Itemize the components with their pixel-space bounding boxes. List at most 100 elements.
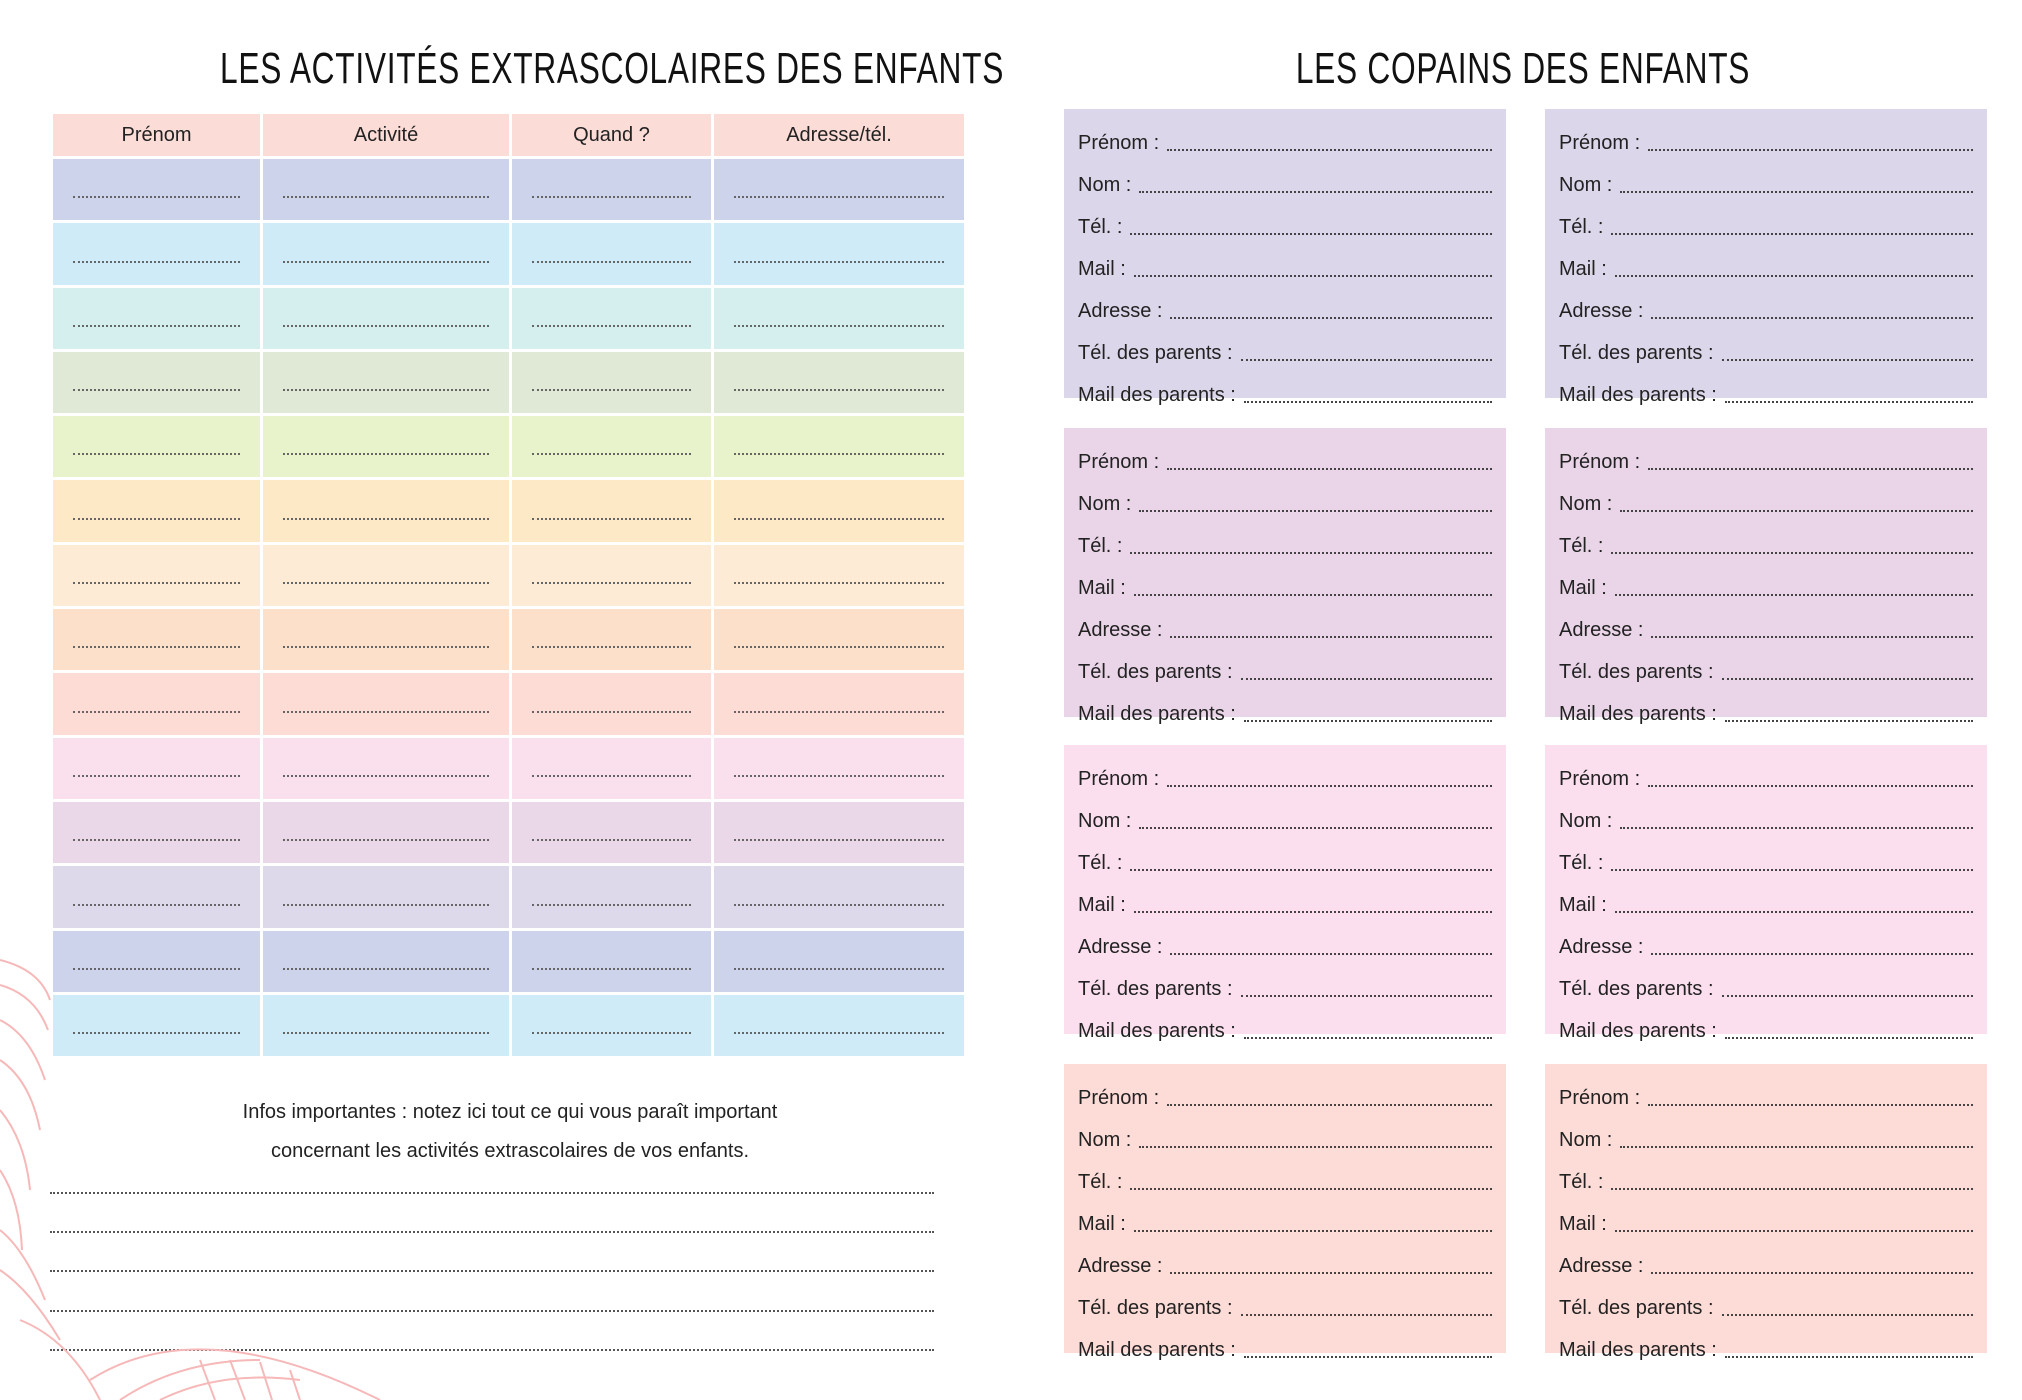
friend-field[interactable]: Mail : <box>1078 879 1492 921</box>
friend-field[interactable]: Nom : <box>1559 1114 1973 1156</box>
table-cell[interactable] <box>509 413 714 481</box>
table-cell[interactable] <box>509 155 714 224</box>
friend-field[interactable]: Mail : <box>1078 243 1492 285</box>
friend-field[interactable]: Mail des parents : <box>1078 1005 1492 1047</box>
friend-field[interactable]: Mail des parents : <box>1078 1324 1492 1366</box>
notes-line[interactable] <box>50 1231 934 1233</box>
notes-line[interactable] <box>50 1270 934 1272</box>
table-cell[interactable] <box>50 606 263 674</box>
table-cell[interactable] <box>260 734 512 802</box>
friend-field[interactable]: Mail : <box>1559 243 1973 285</box>
friend-field[interactable]: Tél. des parents : <box>1078 646 1492 688</box>
table-cell[interactable] <box>50 734 263 802</box>
friend-field[interactable]: Nom : <box>1078 795 1492 837</box>
friend-field[interactable]: Tél. : <box>1078 201 1492 243</box>
table-cell[interactable] <box>260 348 512 417</box>
friend-field[interactable]: Adresse : <box>1078 1240 1492 1282</box>
table-cell[interactable] <box>260 863 512 931</box>
table-cell[interactable] <box>509 284 714 352</box>
table-cell[interactable] <box>711 991 967 1060</box>
table-cell[interactable] <box>50 670 263 738</box>
friend-field[interactable]: Nom : <box>1078 1114 1492 1156</box>
table-cell[interactable] <box>50 284 263 352</box>
friend-field[interactable]: Prénom : <box>1078 753 1492 795</box>
table-cell[interactable] <box>711 927 967 995</box>
friend-field[interactable]: Prénom : <box>1559 117 1973 159</box>
friend-field[interactable]: Adresse : <box>1078 921 1492 963</box>
friend-field[interactable]: Mail : <box>1559 562 1973 604</box>
table-cell[interactable] <box>711 155 967 224</box>
table-cell[interactable] <box>711 413 967 481</box>
table-cell[interactable] <box>711 670 967 738</box>
table-cell[interactable] <box>711 348 967 417</box>
table-cell[interactable] <box>260 541 512 610</box>
friend-field[interactable]: Tél. : <box>1559 520 1973 562</box>
friend-field[interactable]: Adresse : <box>1078 285 1492 327</box>
table-cell[interactable] <box>260 284 512 352</box>
table-cell[interactable] <box>509 670 714 738</box>
friend-field[interactable]: Adresse : <box>1559 1240 1973 1282</box>
friend-field[interactable]: Mail : <box>1078 562 1492 604</box>
table-cell[interactable] <box>509 541 714 610</box>
table-cell[interactable] <box>260 413 512 481</box>
friend-field[interactable]: Prénom : <box>1559 753 1973 795</box>
friend-field[interactable]: Tél. : <box>1078 520 1492 562</box>
friend-field[interactable]: Prénom : <box>1559 1072 1973 1114</box>
friend-field[interactable]: Tél. des parents : <box>1078 327 1492 369</box>
friend-field[interactable]: Tél. des parents : <box>1559 646 1973 688</box>
friend-field[interactable]: Tél. des parents : <box>1559 327 1973 369</box>
table-cell[interactable] <box>50 413 263 481</box>
friend-field[interactable]: Tél. : <box>1559 1156 1973 1198</box>
friend-field[interactable]: Prénom : <box>1559 436 1973 478</box>
table-cell[interactable] <box>260 155 512 224</box>
table-cell[interactable] <box>260 798 512 867</box>
table-cell[interactable] <box>711 863 967 931</box>
table-cell[interactable] <box>50 348 263 417</box>
table-cell[interactable] <box>260 477 512 545</box>
friend-field[interactable]: Prénom : <box>1078 117 1492 159</box>
table-cell[interactable] <box>50 155 263 224</box>
friend-field[interactable]: Tél. des parents : <box>1078 1282 1492 1324</box>
notes-line[interactable] <box>50 1310 934 1312</box>
friend-field[interactable]: Mail des parents : <box>1559 1005 1973 1047</box>
friend-field[interactable]: Prénom : <box>1078 1072 1492 1114</box>
friend-field[interactable]: Tél. des parents : <box>1559 1282 1973 1324</box>
friend-field[interactable]: Adresse : <box>1559 604 1973 646</box>
friend-field[interactable]: Tél. : <box>1078 1156 1492 1198</box>
table-cell[interactable] <box>260 670 512 738</box>
table-cell[interactable] <box>711 284 967 352</box>
table-cell[interactable] <box>50 220 263 288</box>
table-cell[interactable] <box>711 541 967 610</box>
notes-line[interactable] <box>50 1192 934 1194</box>
table-cell[interactable] <box>509 348 714 417</box>
table-cell[interactable] <box>260 991 512 1060</box>
friend-field[interactable]: Adresse : <box>1559 285 1973 327</box>
friend-field[interactable]: Tél. : <box>1559 201 1973 243</box>
table-cell[interactable] <box>260 606 512 674</box>
table-cell[interactable] <box>50 477 263 545</box>
friend-field[interactable]: Mail des parents : <box>1559 1324 1973 1366</box>
table-cell[interactable] <box>50 863 263 931</box>
table-cell[interactable] <box>711 477 967 545</box>
table-cell[interactable] <box>711 798 967 867</box>
friend-field[interactable]: Mail des parents : <box>1559 369 1973 411</box>
table-cell[interactable] <box>260 927 512 995</box>
friend-field[interactable]: Nom : <box>1559 159 1973 201</box>
friend-field[interactable]: Prénom : <box>1078 436 1492 478</box>
friend-field[interactable]: Mail des parents : <box>1078 369 1492 411</box>
friend-field[interactable]: Nom : <box>1559 478 1973 520</box>
table-cell[interactable] <box>509 863 714 931</box>
friend-field[interactable]: Mail : <box>1559 1198 1973 1240</box>
friend-field[interactable]: Nom : <box>1078 159 1492 201</box>
friend-field[interactable]: Mail des parents : <box>1078 688 1492 730</box>
friend-field[interactable]: Mail des parents : <box>1559 688 1973 730</box>
table-cell[interactable] <box>50 991 263 1060</box>
friend-field[interactable]: Tél. des parents : <box>1078 963 1492 1005</box>
friend-field[interactable]: Adresse : <box>1559 921 1973 963</box>
table-cell[interactable] <box>260 220 512 288</box>
table-cell[interactable] <box>711 606 967 674</box>
table-cell[interactable] <box>509 798 714 867</box>
friend-field[interactable]: Nom : <box>1078 478 1492 520</box>
table-cell[interactable] <box>509 606 714 674</box>
table-cell[interactable] <box>509 734 714 802</box>
